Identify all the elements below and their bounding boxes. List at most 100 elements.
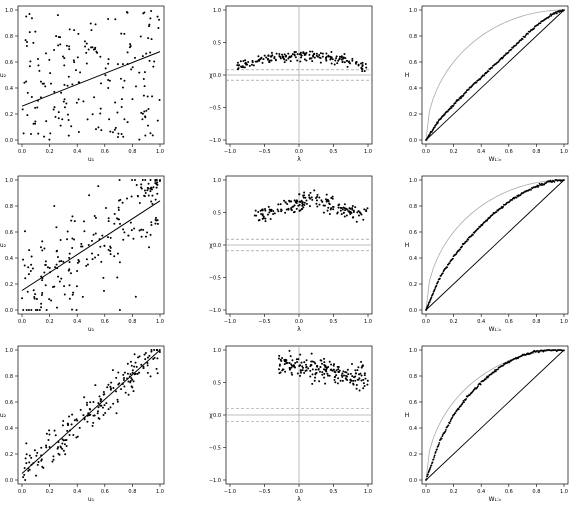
k-plot-point xyxy=(437,121,440,123)
data-point xyxy=(67,424,70,427)
data-point xyxy=(363,372,366,375)
data-point xyxy=(340,374,343,377)
data-point xyxy=(319,61,322,64)
data-point xyxy=(94,384,97,387)
data-point xyxy=(308,205,311,208)
data-point xyxy=(85,258,88,261)
data-point xyxy=(66,238,69,241)
data-point xyxy=(105,206,108,209)
data-point xyxy=(262,215,265,218)
k-plot-point xyxy=(430,464,433,467)
k-plot-point xyxy=(530,188,532,191)
k-plot-point xyxy=(434,287,437,289)
data-point xyxy=(92,233,95,236)
data-point xyxy=(122,379,125,382)
data-point xyxy=(62,419,65,422)
data-point xyxy=(331,58,334,61)
data-point xyxy=(38,69,41,72)
data-point xyxy=(335,369,338,372)
y-tick-label: −1.0 xyxy=(209,308,221,314)
data-point xyxy=(143,85,146,88)
k-plot-point xyxy=(446,110,449,113)
regression-line xyxy=(21,51,161,107)
data-point xyxy=(31,267,34,270)
data-point xyxy=(133,365,136,368)
data-point xyxy=(298,193,301,196)
data-point xyxy=(322,368,325,371)
x-tick-label: −1.0 xyxy=(224,319,236,325)
data-point xyxy=(328,202,331,205)
y-tick-label: 0.6 xyxy=(5,400,13,406)
data-point xyxy=(123,79,126,82)
k-plot-point xyxy=(517,41,520,44)
k-plot-point xyxy=(427,473,429,476)
x-tick-label: 1.0 xyxy=(364,489,372,495)
data-point xyxy=(109,385,112,388)
data-point xyxy=(152,357,155,360)
data-point xyxy=(351,375,354,378)
k-plot-point xyxy=(426,475,429,478)
data-point xyxy=(332,363,335,366)
k-plot-point xyxy=(540,184,543,187)
data-point xyxy=(244,59,247,62)
data-point xyxy=(131,371,134,374)
data-point xyxy=(25,453,28,456)
k-plot-point xyxy=(441,272,444,275)
data-point xyxy=(26,91,29,94)
data-point xyxy=(121,86,124,89)
data-point xyxy=(53,204,56,207)
data-point xyxy=(121,201,124,204)
data-point xyxy=(313,56,316,59)
data-point xyxy=(144,352,147,355)
data-point xyxy=(288,366,291,369)
x-tick-label: 0.6 xyxy=(101,489,109,495)
data-point xyxy=(298,200,301,203)
data-point xyxy=(30,255,33,258)
data-point xyxy=(290,200,293,203)
data-point xyxy=(156,15,159,18)
k-plot-point xyxy=(521,38,524,41)
data-point xyxy=(40,275,43,278)
data-point xyxy=(59,239,62,242)
data-point xyxy=(288,361,291,364)
data-point xyxy=(146,361,149,364)
data-point xyxy=(36,309,39,311)
data-point xyxy=(142,228,145,231)
data-point xyxy=(348,60,351,63)
data-point xyxy=(94,216,97,219)
data-point xyxy=(257,55,260,58)
data-point xyxy=(354,369,357,372)
data-point xyxy=(120,32,123,35)
data-point xyxy=(153,356,156,359)
data-point xyxy=(65,44,68,47)
data-point xyxy=(93,215,96,218)
k-plot-point xyxy=(437,280,440,283)
data-point xyxy=(300,361,303,364)
data-point xyxy=(325,199,328,202)
k-plot-point xyxy=(555,11,557,13)
data-point xyxy=(295,202,298,205)
data-point xyxy=(104,74,107,77)
data-point xyxy=(325,193,328,196)
data-point xyxy=(323,204,326,207)
k-plot-point xyxy=(485,376,488,379)
data-point xyxy=(325,368,328,371)
data-point xyxy=(335,57,338,60)
k-plot-point xyxy=(477,227,480,230)
data-point xyxy=(103,393,106,396)
data-point xyxy=(116,400,119,403)
data-point xyxy=(350,363,353,366)
data-point xyxy=(326,209,329,212)
x-axis-label: λ xyxy=(297,496,301,503)
data-point xyxy=(43,247,46,250)
data-point xyxy=(295,207,298,210)
data-point xyxy=(318,380,321,383)
data-point xyxy=(285,362,288,365)
data-point xyxy=(342,211,345,214)
k-plot-point xyxy=(442,114,445,117)
data-point xyxy=(321,200,324,203)
data-point xyxy=(104,412,107,415)
data-point xyxy=(79,71,82,74)
y-tick-label: 0.8 xyxy=(5,374,13,380)
data-point xyxy=(62,100,65,103)
